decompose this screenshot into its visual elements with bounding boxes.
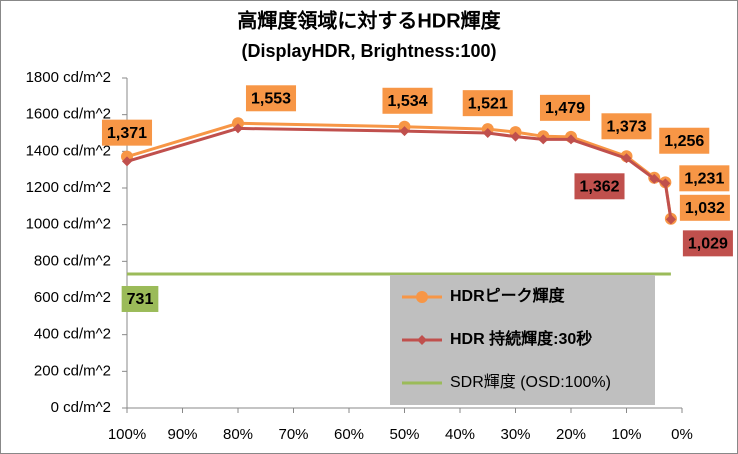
data-label: 1,373	[606, 119, 646, 136]
point	[233, 123, 243, 134]
data-label-box	[659, 127, 710, 154]
data-label: 1,553	[251, 91, 291, 108]
y-tick-label: 200 cd/m^2	[34, 362, 111, 379]
y-tick-label: 1600 cd/m^2	[26, 106, 111, 123]
data-label: 1,029	[688, 236, 728, 253]
x-tick-label: 70%	[278, 426, 308, 443]
x-tick-label: 10%	[611, 426, 641, 443]
point	[621, 153, 632, 164]
data-label: 731	[127, 291, 154, 308]
point	[232, 117, 244, 130]
y-tick-label: 1400 cd/m^2	[26, 142, 111, 159]
data-label: 1,256	[664, 133, 704, 150]
x-tick-label: 20%	[556, 426, 586, 443]
data-label: 1,231	[684, 171, 724, 188]
point	[566, 134, 576, 145]
point	[538, 134, 549, 145]
data-label: 1,479	[545, 100, 585, 117]
x-tick-label: 100%	[108, 426, 146, 443]
data-label-box	[679, 165, 730, 192]
point	[510, 131, 521, 142]
data-label-box	[245, 85, 297, 112]
data-label-box	[121, 285, 159, 312]
point	[482, 128, 493, 138]
x-tick-label: 40%	[445, 426, 475, 443]
legend-label: HDR 持続輝度:30秒	[450, 329, 592, 348]
data-label-box	[101, 119, 153, 146]
data-label-box	[679, 194, 730, 221]
x-tick-label: 30%	[500, 426, 530, 443]
legend-marker	[417, 335, 427, 345]
data-label-box	[574, 173, 625, 200]
point	[649, 173, 660, 184]
y-tick-label: 400 cd/m^2	[34, 326, 111, 343]
data-label-box	[601, 113, 652, 140]
point	[660, 178, 671, 189]
data-label: 1,032	[685, 200, 725, 217]
data-label: 1,521	[468, 95, 508, 112]
x-tick-label: 90%	[167, 426, 197, 443]
chart-subtitle: (DisplayHDR, Brightness:100)	[241, 41, 496, 61]
y-tick-label: 1800 cd/m^2	[26, 69, 111, 86]
y-tick-label: 1200 cd/m^2	[26, 179, 111, 196]
legend-label: SDR輝度 (OSD:100%)	[450, 373, 611, 391]
y-tick-label: 800 cd/m^2	[34, 252, 111, 269]
x-tick-label: 80%	[223, 426, 253, 443]
data-label-box	[462, 90, 513, 117]
y-tick-label: 0 cd/m^2	[51, 399, 111, 416]
x-tick-label: 50%	[389, 426, 419, 443]
legend-label: HDRピーク輝度	[450, 286, 566, 305]
chart-title: 高輝度領域に対するHDR輝度	[237, 8, 501, 32]
point	[665, 214, 676, 225]
data-label-box	[539, 94, 591, 121]
data-label: 1,362	[579, 179, 619, 196]
legend-marker	[416, 291, 428, 303]
point	[399, 126, 410, 137]
x-tick-label: 60%	[334, 426, 364, 443]
data-label-box	[682, 230, 733, 257]
y-tick-label: 600 cd/m^2	[34, 289, 111, 306]
data-label: 1,534	[387, 93, 427, 110]
point	[122, 156, 132, 167]
data-label: 1,371	[107, 125, 147, 142]
data-label-box	[382, 87, 433, 114]
y-tick-label: 1000 cd/m^2	[26, 216, 111, 233]
x-tick-label: 0%	[671, 426, 693, 443]
